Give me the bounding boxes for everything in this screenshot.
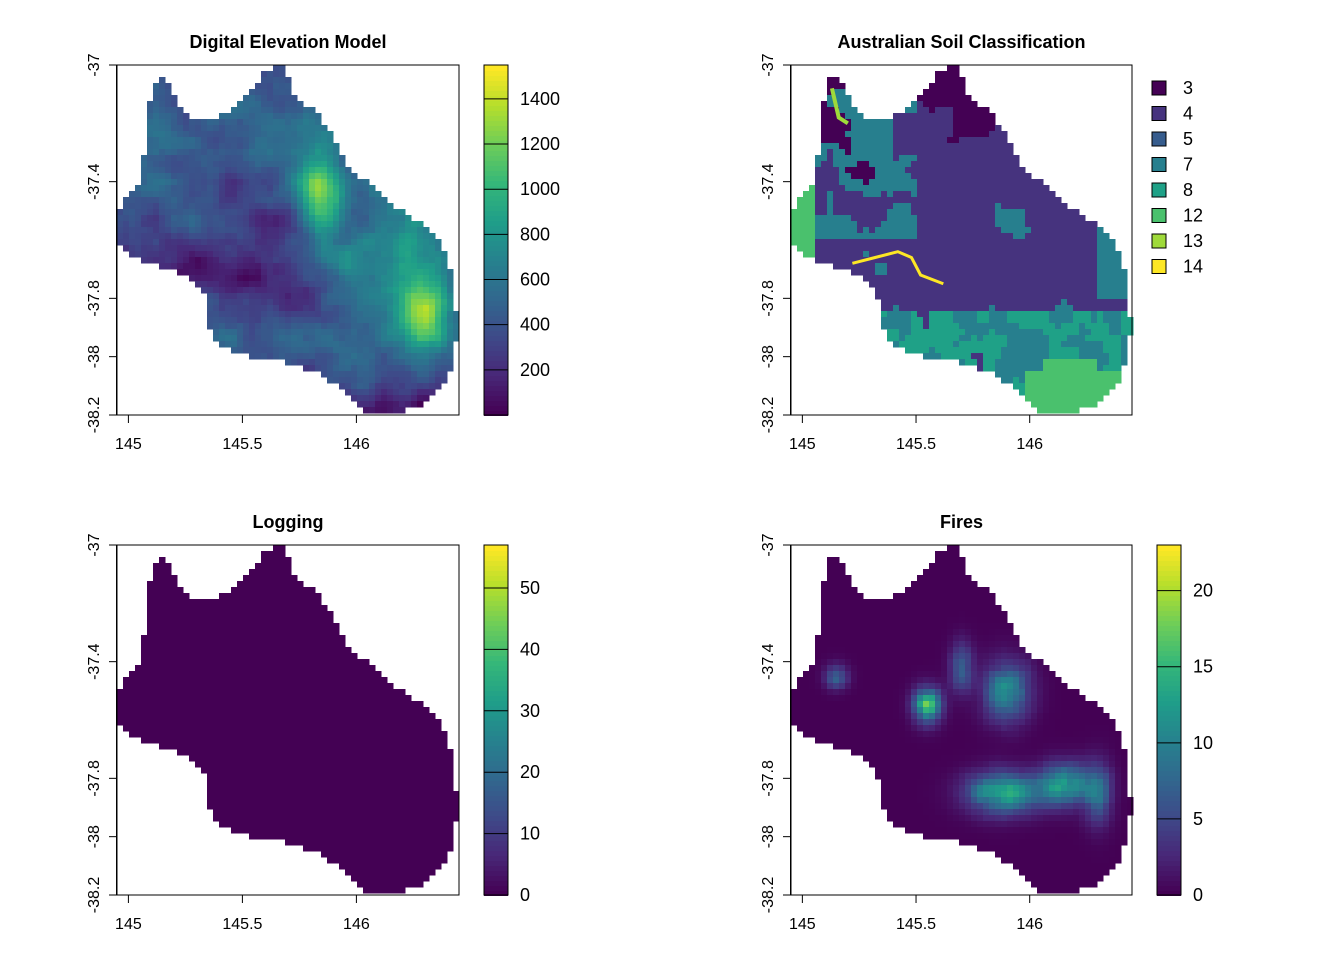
legend-tick-label: 1400 — [520, 89, 560, 109]
legend-class-label: 13 — [1183, 231, 1203, 251]
y-tick-label: -38.2 — [86, 877, 103, 914]
y-tick-label: -37.4 — [86, 163, 103, 200]
y-tick-label: -37 — [86, 533, 103, 556]
y-tick-label: -38 — [760, 825, 777, 848]
legend-tick-label: 0 — [520, 885, 530, 905]
y-tick-label: -37.8 — [760, 760, 777, 797]
legend-class-label: 12 — [1183, 206, 1203, 226]
legend-tick-label: 0 — [1193, 885, 1203, 905]
y-tick-label: -38 — [760, 345, 777, 368]
x-tick-label: 145 — [789, 436, 816, 453]
legend-tick-label: 1200 — [520, 134, 560, 154]
legend-class-label: 7 — [1183, 155, 1193, 175]
legend-tick-label: 40 — [520, 639, 540, 659]
legend-tick-label: 30 — [520, 701, 540, 721]
y-tick-label: -37 — [760, 53, 777, 76]
legend-swatch — [1152, 81, 1166, 95]
legend-tick-label: 10 — [520, 824, 540, 844]
legend-class-label: 14 — [1183, 257, 1203, 277]
color-scale-legend: 200 400 600 800 1000 1200 1400 — [484, 65, 560, 416]
legend-swatch — [1152, 107, 1166, 121]
raster-map — [117, 545, 460, 894]
legend-tick-label: 20 — [520, 762, 540, 782]
legend-tick-label: 50 — [520, 578, 540, 598]
y-tick-label: -37.8 — [760, 280, 777, 317]
y-tick-label: -38.2 — [86, 397, 103, 434]
y-tick-label: -37.4 — [760, 163, 777, 200]
y-tick-label: -38 — [86, 825, 103, 848]
class-legend: 3 4 5 7 8 12 13 14 — [1152, 78, 1203, 277]
legend-swatch — [1152, 183, 1166, 197]
legend-swatch — [1152, 158, 1166, 172]
legend-tick-label: 800 — [520, 224, 550, 244]
x-tick-label: 145.5 — [222, 436, 262, 453]
color-scale-legend: 0 10 20 30 40 50 — [484, 545, 540, 905]
y-tick-label: -37 — [760, 533, 777, 556]
y-tick-label: -38.2 — [760, 397, 777, 434]
legend-class-label: 4 — [1183, 104, 1193, 124]
chart-panel-3: Logging 145 145.5 146 -37 -37.4 -37.8 -38 -38.2 0… — [86, 512, 540, 933]
chart-title: Digital Elevation Model — [189, 32, 386, 52]
x-tick-label: 146 — [343, 916, 370, 933]
legend-swatch — [1152, 132, 1166, 146]
chart-panel-1: Digital Elevation Model 145 145.5 146 -37 -37… — [86, 32, 560, 453]
raster-map — [117, 65, 460, 414]
legend-tick-label: 1000 — [520, 179, 560, 199]
legend-swatch — [1152, 234, 1166, 248]
chart-title: Fires — [940, 512, 983, 532]
legend-tick-label: 400 — [520, 315, 550, 335]
x-tick-label: 145 — [115, 436, 142, 453]
y-tick-label: -37.8 — [86, 760, 103, 797]
legend-tick-label: 600 — [520, 270, 550, 290]
color-scale-legend: 0 5 10 15 20 — [1157, 545, 1213, 905]
legend-tick-label: 20 — [1193, 581, 1213, 601]
legend-swatch — [1152, 209, 1166, 223]
legend-class-label: 8 — [1183, 180, 1193, 200]
x-tick-label: 146 — [1016, 916, 1043, 933]
y-tick-label: -38.2 — [760, 877, 777, 914]
y-tick-label: -37.8 — [86, 280, 103, 317]
chart-title: Logging — [253, 512, 324, 532]
raster-map — [791, 65, 1134, 414]
legend-class-label: 5 — [1183, 129, 1193, 149]
y-tick-label: -37.4 — [86, 643, 103, 680]
x-tick-label: 145.5 — [896, 436, 936, 453]
x-tick-label: 146 — [1016, 436, 1043, 453]
raster-map — [791, 545, 1134, 894]
legend-swatch — [1152, 260, 1166, 274]
x-tick-label: 145 — [115, 916, 142, 933]
chart-panel-4: Fires 145 145.5 146 -37 -37.4 -37.8 -38 -38.2 0 5 1… — [760, 512, 1213, 933]
legend-tick-label: 15 — [1193, 657, 1213, 677]
x-tick-label: 145.5 — [896, 916, 936, 933]
x-tick-label: 145.5 — [222, 916, 262, 933]
y-tick-label: -37.4 — [760, 643, 777, 680]
x-tick-label: 145 — [789, 916, 816, 933]
x-tick-label: 146 — [343, 436, 370, 453]
y-tick-label: -38 — [86, 345, 103, 368]
chart-title: Australian Soil Classification — [837, 32, 1085, 52]
y-tick-label: -37 — [86, 53, 103, 76]
legend-tick-label: 200 — [520, 360, 550, 380]
legend-class-label: 3 — [1183, 78, 1193, 98]
legend-tick-label: 10 — [1193, 733, 1213, 753]
legend-tick-label: 5 — [1193, 809, 1203, 829]
